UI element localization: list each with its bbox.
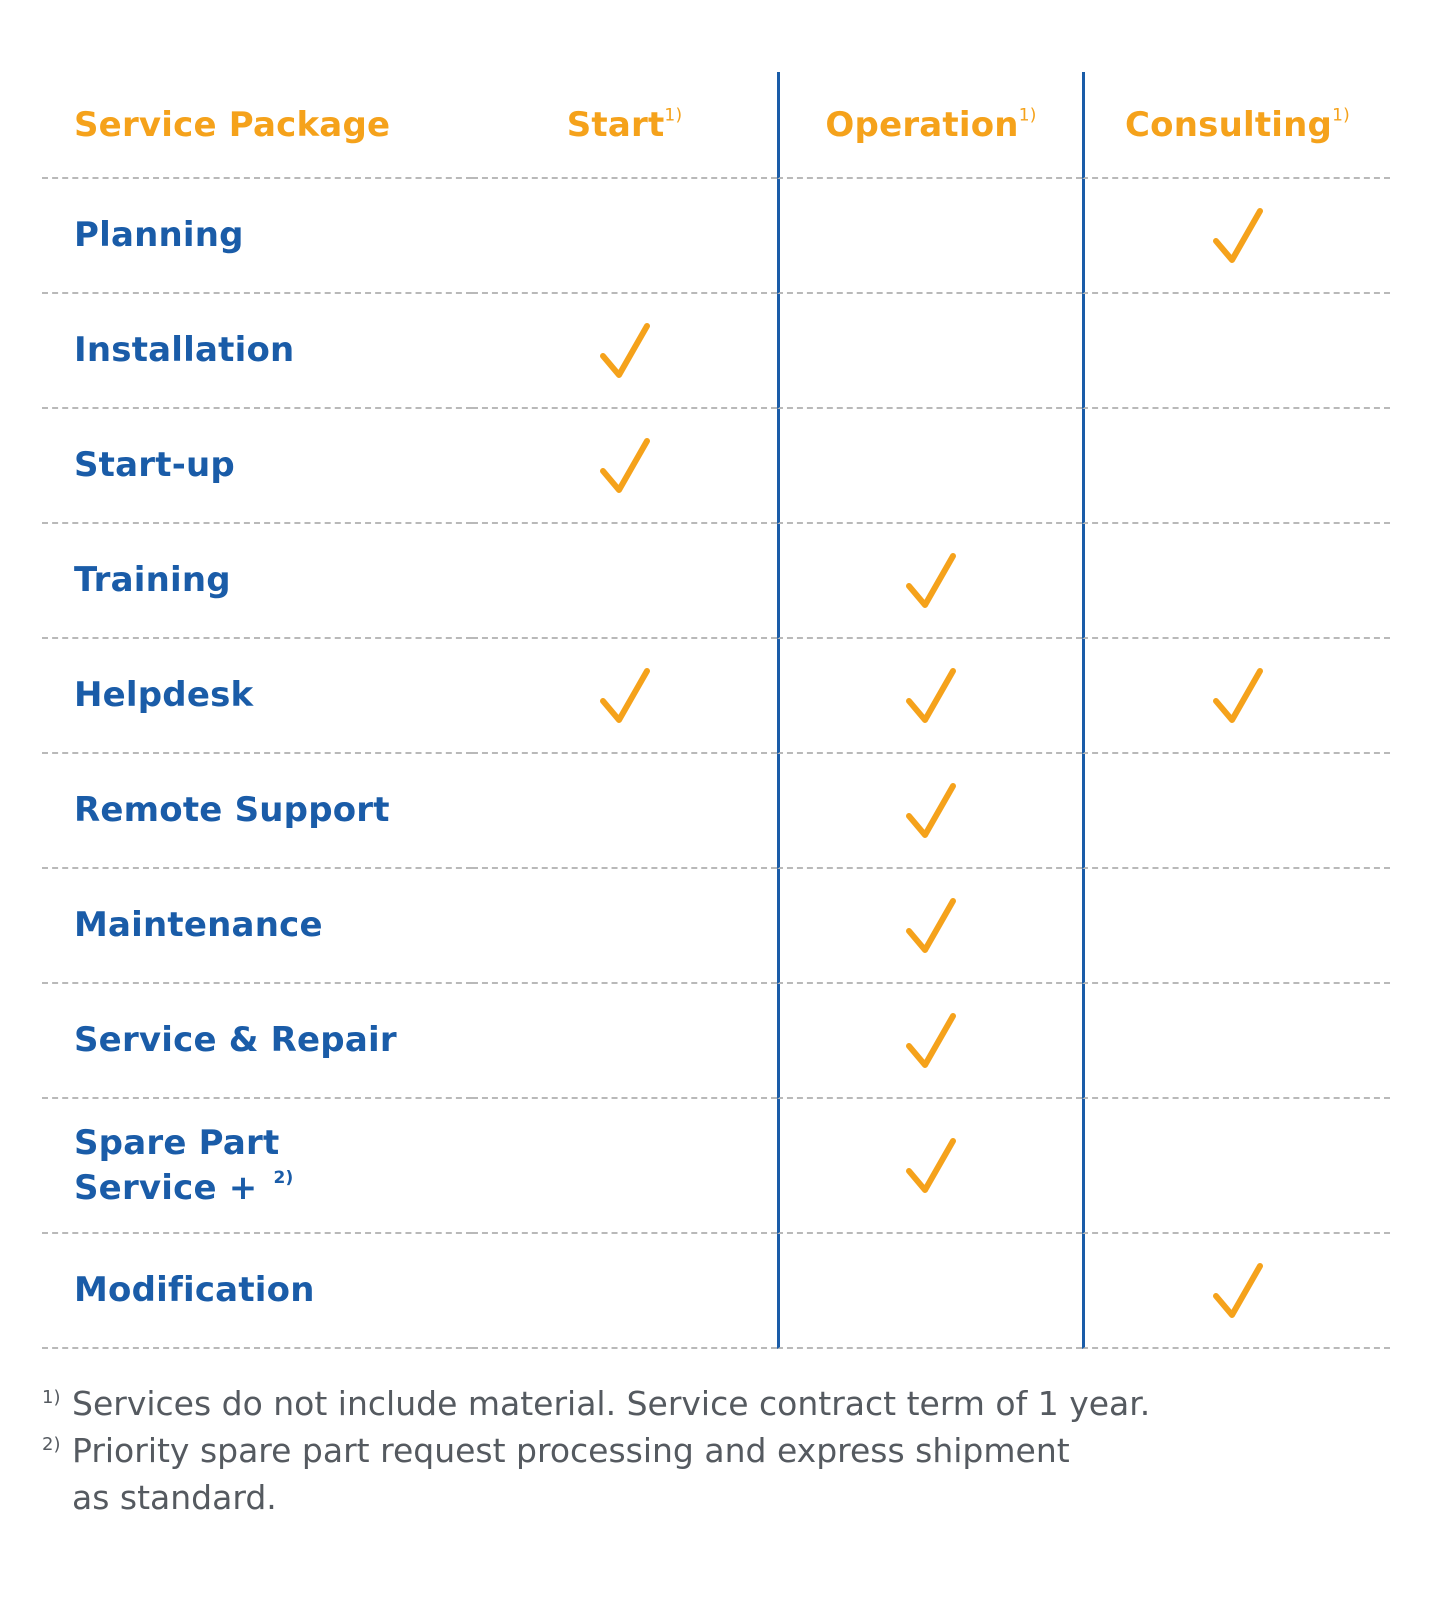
cell-consulting bbox=[1082, 179, 1390, 294]
cell-start bbox=[472, 869, 777, 984]
cell-start bbox=[472, 1234, 777, 1349]
cell-start bbox=[472, 984, 777, 1099]
row-label-cell: Remote Support bbox=[42, 754, 472, 869]
cell-consulting bbox=[1082, 1099, 1390, 1234]
row-label: Spare Part Service + 2) bbox=[74, 1122, 294, 1208]
cell-consulting bbox=[1082, 754, 1390, 869]
row-label-cell: Spare Part Service + 2) bbox=[42, 1099, 472, 1234]
row-label-cell: Installation bbox=[42, 294, 472, 409]
cell-start bbox=[472, 409, 777, 524]
checkmark-icon bbox=[1210, 205, 1266, 267]
checkmark-icon bbox=[597, 435, 653, 497]
cell-start bbox=[472, 1099, 777, 1234]
row-label: Remote Support bbox=[74, 790, 390, 830]
header-cell-consulting: Consulting1) bbox=[1082, 72, 1390, 179]
cell-operation bbox=[777, 869, 1082, 984]
cell-operation bbox=[777, 754, 1082, 869]
cell-consulting bbox=[1082, 524, 1390, 639]
footnote-ref: 1) bbox=[1018, 105, 1037, 126]
row-label-cell: Maintenance bbox=[42, 869, 472, 984]
footnote-ref: 2) bbox=[273, 1168, 294, 1189]
row-label: Planning bbox=[74, 215, 244, 255]
row-label: Helpdesk bbox=[74, 675, 254, 715]
checkmark-icon bbox=[1210, 1260, 1266, 1322]
cell-start bbox=[472, 524, 777, 639]
cell-operation bbox=[777, 1234, 1082, 1349]
header-cell-service-package: Service Package bbox=[42, 72, 472, 179]
footnotes: 1) Services do not include material. Ser… bbox=[42, 1380, 1342, 1521]
cell-operation bbox=[777, 984, 1082, 1099]
footnote-text-line2: as standard. bbox=[72, 1478, 277, 1517]
checkmark-icon bbox=[1210, 665, 1266, 727]
header-consulting: Consulting1) bbox=[1125, 104, 1350, 145]
row-label-cell: Helpdesk bbox=[42, 639, 472, 754]
header-cell-operation: Operation1) bbox=[777, 72, 1082, 179]
checkmark-icon bbox=[903, 1010, 959, 1072]
header-operation: Operation1) bbox=[825, 104, 1037, 145]
cell-consulting bbox=[1082, 409, 1390, 524]
checkmark-icon bbox=[903, 1135, 959, 1197]
footnote-mark: 1) bbox=[42, 1387, 61, 1408]
row-label-cell: Service & Repair bbox=[42, 984, 472, 1099]
footnote-ref: 1) bbox=[664, 105, 683, 126]
cell-consulting bbox=[1082, 294, 1390, 409]
cell-operation bbox=[777, 639, 1082, 754]
cell-operation bbox=[777, 524, 1082, 639]
cell-consulting bbox=[1082, 1234, 1390, 1349]
row-label: Start-up bbox=[74, 445, 235, 485]
checkmark-icon bbox=[903, 665, 959, 727]
service-package-table: Service Package Start1) Operation1) Cons… bbox=[42, 72, 1390, 1349]
row-label-cell: Modification bbox=[42, 1234, 472, 1349]
cell-operation bbox=[777, 294, 1082, 409]
footnote-text: Services do not include material. Servic… bbox=[72, 1384, 1151, 1423]
footnote-ref: 1) bbox=[1332, 105, 1350, 126]
row-label: Modification bbox=[74, 1270, 315, 1310]
checkmark-icon bbox=[597, 665, 653, 727]
cell-operation bbox=[777, 1099, 1082, 1234]
row-label-cell: Training bbox=[42, 524, 472, 639]
footnote-2: 2) Priority spare part request processin… bbox=[42, 1427, 1342, 1521]
cell-start bbox=[472, 639, 777, 754]
cell-consulting bbox=[1082, 639, 1390, 754]
cell-consulting bbox=[1082, 869, 1390, 984]
checkmark-icon bbox=[903, 780, 959, 842]
header-service-package: Service Package bbox=[74, 104, 391, 145]
footnote-mark: 2) bbox=[42, 1434, 61, 1455]
checkmark-icon bbox=[597, 320, 653, 382]
cell-operation bbox=[777, 409, 1082, 524]
header-start: Start1) bbox=[566, 104, 683, 145]
cell-start bbox=[472, 294, 777, 409]
row-label-cell: Start-up bbox=[42, 409, 472, 524]
row-label: Installation bbox=[74, 330, 295, 370]
table-body: Planning Installation Start-up Training Help… bbox=[42, 179, 1390, 1349]
cell-operation bbox=[777, 179, 1082, 294]
cell-start bbox=[472, 179, 777, 294]
cell-consulting bbox=[1082, 984, 1390, 1099]
row-label-cell: Planning bbox=[42, 179, 472, 294]
checkmark-icon bbox=[903, 895, 959, 957]
header-cell-start: Start1) bbox=[472, 72, 777, 179]
row-label: Training bbox=[74, 560, 231, 600]
footnote-1: 1) Services do not include material. Ser… bbox=[42, 1380, 1342, 1427]
row-label: Service & Repair bbox=[74, 1020, 397, 1060]
cell-start bbox=[472, 754, 777, 869]
footnote-text-line1: Priority spare part request processing a… bbox=[72, 1431, 1070, 1470]
row-label: Maintenance bbox=[74, 905, 323, 945]
checkmark-icon bbox=[903, 550, 959, 612]
